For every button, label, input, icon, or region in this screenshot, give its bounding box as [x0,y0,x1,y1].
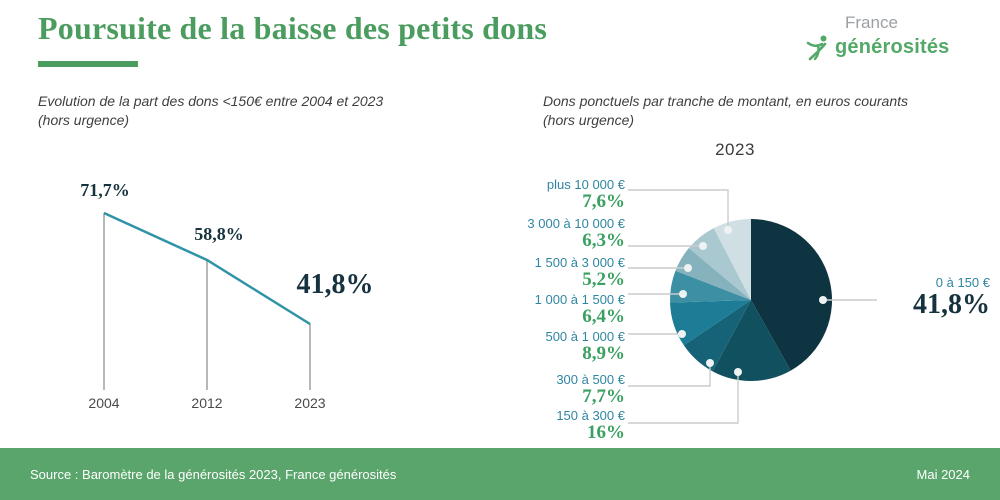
right-chart-subtitle: Dons ponctuels par tranche de montant, e… [543,92,993,130]
leader-line-1 [628,372,739,424]
pie-label-7: plus 10 000 €7,6% [475,178,625,212]
x-tick-label: 2023 [294,395,325,411]
pie-slice-7 [713,219,751,300]
pie-label-2: 300 à 500 €7,7% [475,373,625,407]
pie-label-5: 1 500 à 3 000 €5,2% [475,256,625,290]
person-icon [805,33,835,61]
right-chart-subtitle-line2: (hors urgence) [543,112,635,128]
pie-label-4: 1 000 à 1 500 €6,4% [475,293,625,327]
data-point-label: 58,8% [194,224,244,244]
footer-source: Source : Baromètre de la générosités 202… [30,466,397,482]
footer-bar: Source : Baromètre de la générosités 202… [0,448,1000,500]
pie-slice-1 [712,300,791,382]
logo-text-generosites: générosités [835,35,950,58]
pie-slice-2 [683,300,751,372]
line-chart-svg: 71,7% 58,8% 41,8% 2004 2012 2023 [80,180,374,411]
pie-label-percent: 7,6% [582,191,625,212]
leader-dot-1 [734,368,742,376]
pie-label-6: 3 000 à 10 000 €6,3% [475,217,625,251]
pie-slice-4 [669,270,751,303]
logo-text-france: France [845,13,898,32]
leader-dot-4 [679,290,687,298]
pie-chart: plus 10 000 €7,6% 3 000 à 10 000 €6,3% 1 5… [520,170,1000,445]
leader-line-7 [628,189,729,230]
right-chart-subtitle-line1: Dons ponctuels par tranche de montant, e… [543,93,908,109]
data-point-label: 71,7% [80,180,130,200]
x-tick-label: 2012 [191,395,222,411]
leader-dot-6 [699,242,707,250]
pie-slice-5 [675,248,751,300]
pie-slice-0 [751,219,833,371]
line-chart: 71,7% 58,8% 41,8% 2004 2012 2023 [38,160,478,420]
pie-label-range: 500 à 1 000 € [545,329,625,344]
pie-label-range: 3 000 à 10 000 € [527,216,625,231]
pie-label-range: 300 à 500 € [556,372,625,387]
left-chart-subtitle-line2: (hors urgence) [38,112,130,128]
pie-label-range: 150 à 300 € [556,408,625,423]
leader-line-2 [628,363,711,387]
left-chart-subtitle-line1: Evolution de la part des dons <150€ entr… [38,93,384,109]
pie-label-percent: 6,4% [582,306,625,327]
x-tick-label: 2004 [88,395,119,411]
pie-year-title: 2023 [715,140,755,159]
pie-label-percent: 7,7% [582,386,625,407]
data-point-label: 41,8% [297,269,374,300]
page-title: Poursuite de la baisse des petits dons [38,10,547,46]
pie-label-range: 1 000 à 1 500 € [534,292,625,307]
pie-chart-svg [628,189,877,424]
title-underline [38,61,138,67]
pie-label-range: 0 à 150 € [935,275,990,290]
pie-label-3: 500 à 1 000 €8,9% [475,330,625,364]
trend-line [103,211,311,326]
leader-dot-3 [678,330,686,338]
logo: France générosités [805,14,980,61]
pie-label-1: 150 à 300 €16% [475,409,625,443]
leader-dot-2 [706,359,714,367]
pie-label-percent: 5,2% [582,269,625,290]
pie-label-percent: 16% [587,422,625,443]
pie-label-percent: 6,3% [582,230,625,251]
pie-label-percent: 8,9% [582,343,625,364]
leader-dot-7 [724,226,732,234]
pie-label-range: plus 10 000 € [546,177,625,192]
leader-dot-0 [819,296,827,304]
leader-dot-5 [684,264,692,272]
left-chart-subtitle: Evolution de la part des dons <150€ entr… [38,92,498,130]
pie-label-range: 1 500 à 3 000 € [534,255,625,270]
pie-label-0: 0 à 150 €41,8% [878,275,990,320]
pie-label-percent: 41,8% [913,289,990,320]
footer-date: Mai 2024 [916,466,970,482]
pie-slice-3 [670,300,751,346]
